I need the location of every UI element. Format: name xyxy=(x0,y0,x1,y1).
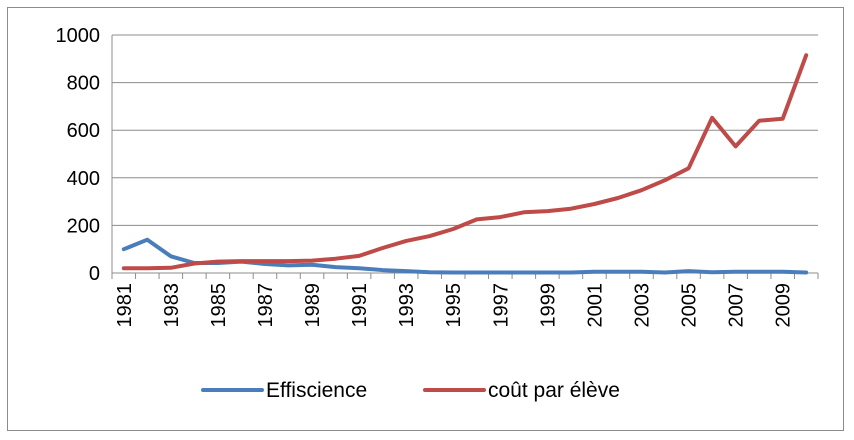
x-tick-label: 2009 xyxy=(773,283,795,328)
legend-label: Effiscience xyxy=(266,379,367,402)
y-tick-label: 400 xyxy=(67,168,100,190)
x-tick-label: 2005 xyxy=(679,283,701,328)
x-axis-tick-labels: 1981 1983 1985 1987 1989 1991 1993 1995 1997 1999… xyxy=(114,283,795,328)
x-tick-label: 1983 xyxy=(161,283,183,328)
axes xyxy=(111,35,819,279)
y-tick-label: 1000 xyxy=(56,25,101,47)
x-tick-label: 1981 xyxy=(114,283,136,328)
x-tick-label: 1991 xyxy=(349,283,371,328)
legend: Effiscience coût par élève xyxy=(201,379,620,402)
chart-frame xyxy=(7,7,844,431)
x-tick-label: 1993 xyxy=(396,283,418,328)
series-line-cout-par-eleve xyxy=(121,53,809,271)
series-line-effiscience xyxy=(121,237,809,275)
y-tick-label: 600 xyxy=(67,120,100,142)
x-tick-label: 1999 xyxy=(537,283,559,328)
x-tick-label: 1985 xyxy=(208,283,230,328)
x-tick-label: 1995 xyxy=(443,283,465,328)
y-axis-tick-labels: 0 200 400 600 800 1000 xyxy=(56,25,101,285)
x-tick-label: 1987 xyxy=(255,283,277,328)
series-lines xyxy=(121,53,809,275)
x-tick-label: 1997 xyxy=(490,283,512,328)
x-tick-label: 1989 xyxy=(302,283,324,328)
gridlines xyxy=(112,34,818,226)
y-tick-label: 800 xyxy=(67,73,100,95)
x-tick-label: 2001 xyxy=(584,283,606,328)
x-tick-label: 2003 xyxy=(632,283,654,328)
y-tick-label: 0 xyxy=(89,263,100,285)
y-tick-label: 200 xyxy=(67,215,100,237)
x-tick-label: 2007 xyxy=(726,283,748,328)
legend-label: coût par élève xyxy=(488,379,620,402)
